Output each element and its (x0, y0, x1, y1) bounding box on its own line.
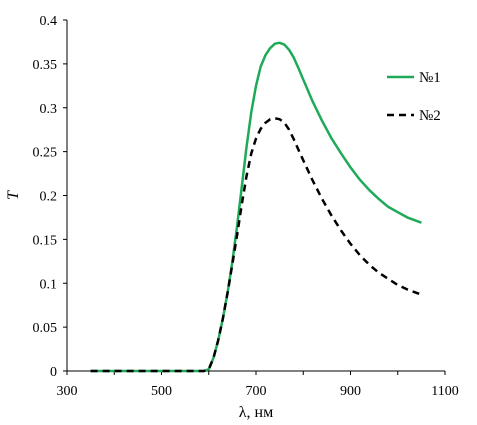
y-axis-title: T (5, 190, 22, 200)
y-tick-label: 0.4 (40, 14, 58, 29)
x-tick-label: 1100 (431, 384, 458, 399)
legend: №1 №2 (387, 70, 441, 124)
y-tick-label: 0.25 (33, 146, 58, 161)
x-tick-label: 300 (57, 384, 78, 399)
y-tick-label: 0.15 (33, 233, 58, 248)
y-axis: 0 0.05 0.1 0.15 0.2 0.25 0.3 0.35 0.4 (33, 14, 68, 380)
y-tick-label: 0.1 (40, 277, 58, 292)
y-tick-label: 0 (50, 365, 57, 380)
x-tick-label: 700 (246, 384, 267, 399)
series-line-2 (90, 117, 422, 373)
legend-label-1: №1 (419, 70, 441, 86)
y-tick-label: 0.05 (33, 321, 58, 336)
x-tick-label: 500 (151, 384, 172, 399)
legend-label-2: №2 (419, 108, 441, 124)
x-tick-label: 900 (340, 384, 361, 399)
y-tick-label: 0.35 (33, 58, 58, 73)
x-axis: 300 500 700 900 1100 (57, 370, 459, 399)
series-layer (90, 41, 422, 373)
y-tick-label: 0.3 (40, 102, 58, 117)
x-axis-title: λ, нм (239, 404, 273, 421)
series-line-1 (90, 41, 422, 373)
y-tick-label: 0.2 (40, 190, 58, 205)
